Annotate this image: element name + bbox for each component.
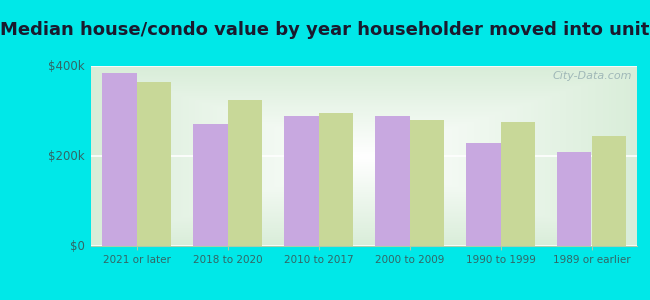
- Bar: [375, 116, 410, 246]
- Text: $200k: $200k: [48, 149, 84, 163]
- Bar: [410, 120, 444, 246]
- Bar: [318, 113, 353, 246]
- Bar: [592, 136, 626, 246]
- Bar: [500, 122, 535, 246]
- Bar: [557, 152, 592, 246]
- Bar: [227, 100, 262, 246]
- Bar: [193, 124, 227, 246]
- Bar: [102, 73, 136, 246]
- Text: $0: $0: [70, 239, 84, 253]
- Bar: [136, 82, 171, 246]
- Text: $400k: $400k: [48, 59, 84, 73]
- Text: Median house/condo value by year householder moved into unit: Median house/condo value by year househo…: [0, 21, 650, 39]
- Text: City-Data.com: City-Data.com: [552, 71, 632, 81]
- Bar: [466, 142, 500, 246]
- Bar: [284, 116, 318, 246]
